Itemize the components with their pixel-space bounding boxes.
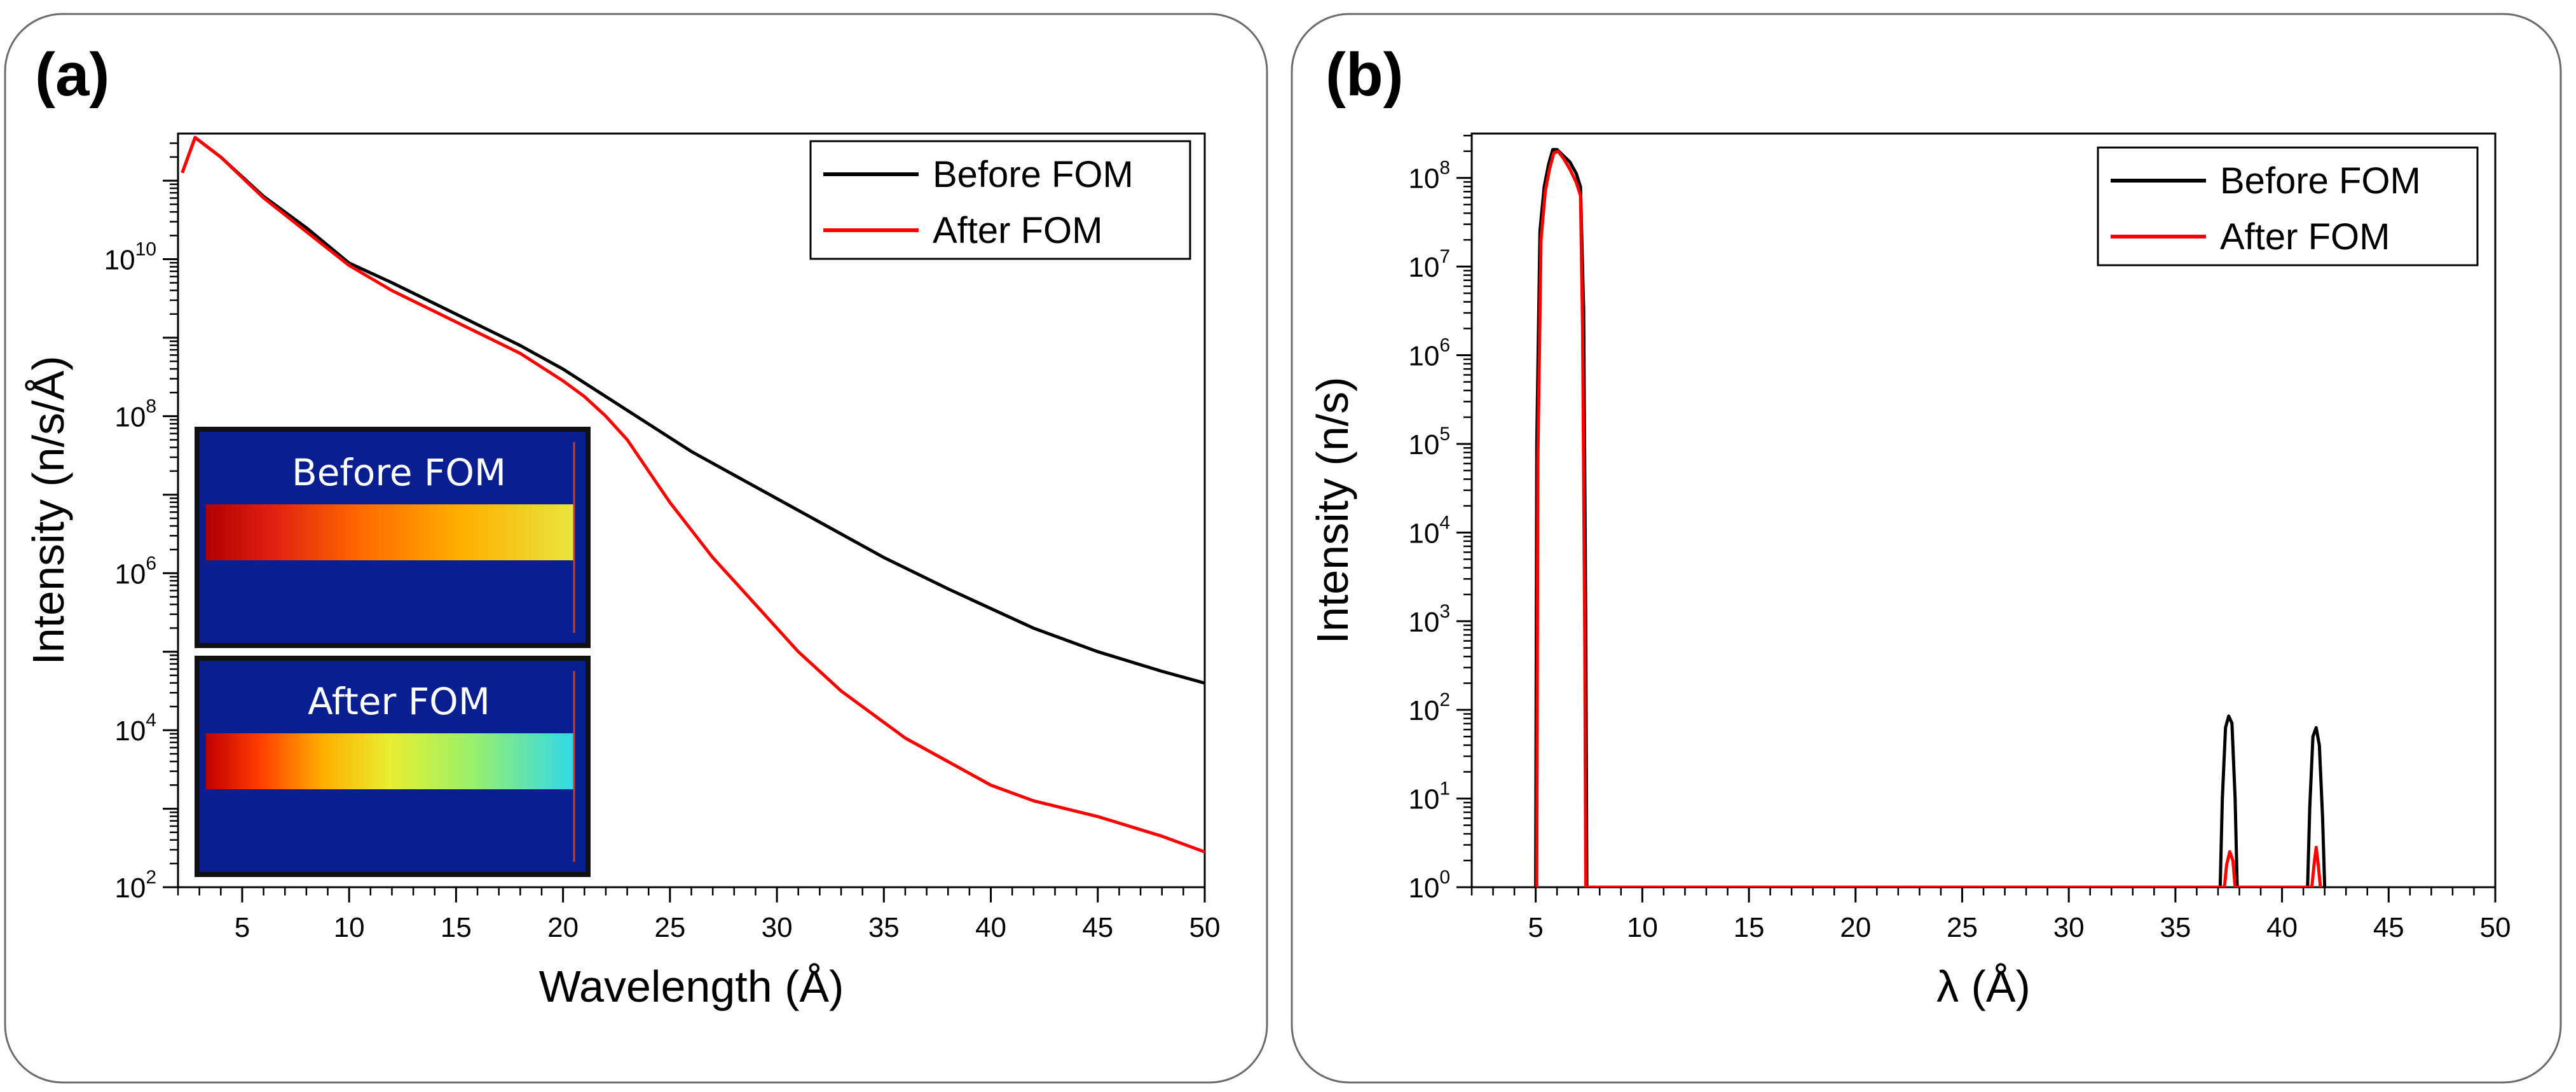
x-tick-label: 50 xyxy=(2480,912,2511,943)
legend-entry-label: After FOM xyxy=(933,210,1102,251)
legend-entry-label: Before FOM xyxy=(2220,160,2421,202)
y-tick-label: 1010 xyxy=(104,239,156,276)
x-tick-label: 20 xyxy=(1840,912,1871,943)
inset-after: After FOM xyxy=(195,656,591,877)
x-tick-label: 15 xyxy=(441,912,472,943)
x-axis-title: λ (Å) xyxy=(1936,962,2031,1011)
y-tick-label: 106 xyxy=(114,553,156,590)
series-line-after-fom xyxy=(1535,149,2322,887)
y-tick-label: 108 xyxy=(1408,158,1450,195)
inset-before: Before FOM xyxy=(195,427,591,648)
inset-label: Before FOM xyxy=(292,451,506,494)
x-tick-label: 20 xyxy=(547,912,579,943)
panel-b-label: (b) xyxy=(1326,41,1404,109)
chart-a: 5 10 15 20 25 30 35 40 45 50 102 104 106 108 1010 Wavel… xyxy=(24,132,1221,1011)
y-tick-label: 103 xyxy=(1408,601,1450,638)
x-tick-label: 35 xyxy=(2160,912,2191,943)
x-tick-label: 15 xyxy=(1734,912,1765,943)
x-tick-label: 45 xyxy=(2373,912,2404,943)
x-tick-label: 10 xyxy=(1627,912,1658,943)
x-tick-label: 30 xyxy=(762,912,793,943)
y-tick-label: 101 xyxy=(1408,778,1450,815)
x-tick-label: 5 xyxy=(235,912,250,943)
panel-a-label: (a) xyxy=(35,41,109,109)
series-line-before-fom xyxy=(181,135,1205,685)
panel-a-frame xyxy=(4,13,1268,1084)
x-tick-label: 5 xyxy=(1528,912,1543,943)
y-tick-label: 107 xyxy=(1408,246,1450,283)
x-tick-label: 35 xyxy=(868,912,900,943)
inset-label: After FOM xyxy=(308,680,490,723)
y-axis-title: Intensity (n/s) xyxy=(1308,377,1357,644)
chart-b: 5 10 15 20 25 30 35 40 45 50 100 101 102 103 104 105 106… xyxy=(1308,132,2511,1011)
inset-beam xyxy=(206,733,574,789)
y-tick-label: 102 xyxy=(1408,689,1450,726)
y-tick-label: 102 xyxy=(114,867,156,904)
x-axis-title: Wavelength (Å) xyxy=(539,962,844,1011)
x-tick-label: 40 xyxy=(975,912,1006,943)
x-tick-label: 30 xyxy=(2053,912,2085,943)
y-tick-label: 104 xyxy=(114,710,156,747)
panel-b-frame xyxy=(1291,13,2562,1084)
series-line-after-fom xyxy=(181,135,1205,854)
legend-box xyxy=(809,140,1191,260)
x-tick-label: 50 xyxy=(1189,912,1221,943)
x-tick-label: 10 xyxy=(334,912,365,943)
legend-box xyxy=(2097,146,2479,266)
y-tick-label: 108 xyxy=(114,396,156,432)
series-line-before-fom xyxy=(1534,148,2327,887)
x-tick-label: 25 xyxy=(1947,912,1978,943)
x-tick-label: 40 xyxy=(2266,912,2298,943)
y-tick-label: 104 xyxy=(1408,512,1450,549)
legend-entry-label: Before FOM xyxy=(933,154,1134,195)
y-tick-label: 100 xyxy=(1408,867,1450,904)
x-tick-label: 45 xyxy=(1082,912,1113,943)
x-tick-label: 25 xyxy=(654,912,685,943)
legend-entry-label: After FOM xyxy=(2220,216,2390,258)
inset-beam xyxy=(206,504,574,560)
y-tick-label: 106 xyxy=(1408,335,1450,372)
y-axis-title: Intensity (n/s/Å) xyxy=(24,356,73,665)
y-tick-label: 105 xyxy=(1408,424,1450,460)
